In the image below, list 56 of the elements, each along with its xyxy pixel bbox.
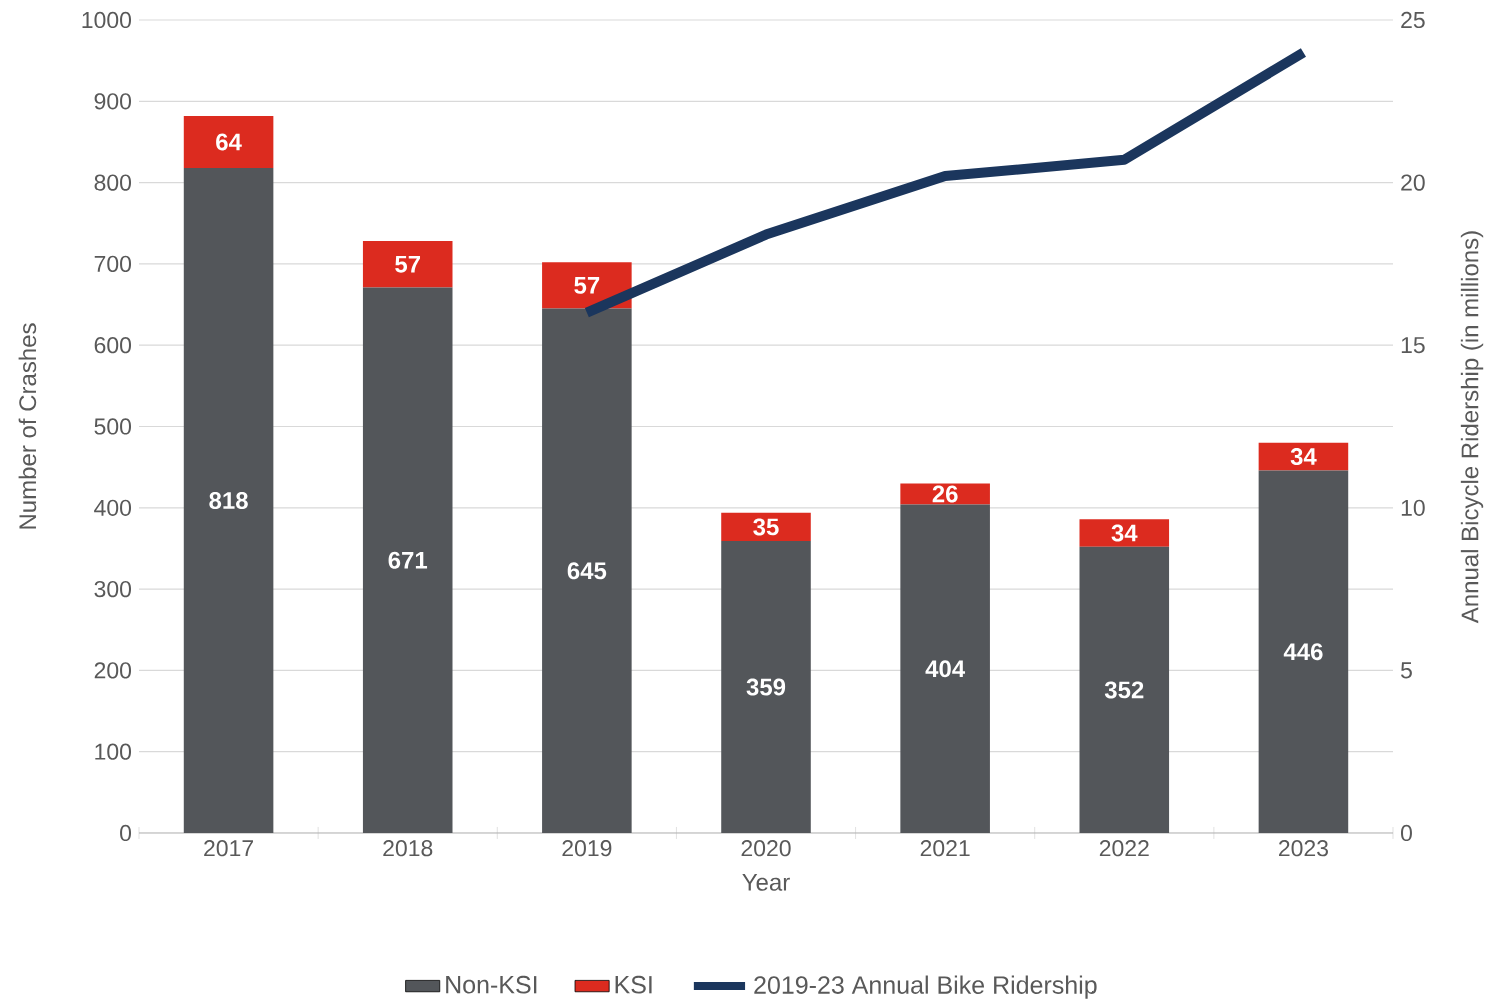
- data-label: 64: [216, 133, 242, 151]
- x-tick-label: 2017: [204, 840, 253, 857]
- x-tick-label: 2020: [741, 840, 791, 857]
- x-axis-title: Year: [742, 874, 790, 891]
- y2-tick-label: 15: [1401, 337, 1425, 354]
- data-label: 26: [932, 485, 958, 503]
- y-axis-title: Number of Crashes: [18, 323, 37, 529]
- data-label: 34: [1111, 524, 1138, 542]
- y-tick-label: 800: [94, 174, 132, 191]
- y-tick-label: 0: [120, 824, 132, 842]
- data-label: 34: [1290, 448, 1317, 466]
- y2-tick-label: 5: [1400, 662, 1412, 679]
- data-label: 57: [395, 255, 421, 273]
- y-tick-label: 600: [94, 337, 132, 354]
- bar: [362, 241, 453, 288]
- x-tick-label: 2019: [562, 840, 612, 857]
- data-label: 35: [753, 518, 779, 536]
- bar: [900, 483, 990, 505]
- x-tick-label: 2023: [1279, 840, 1328, 857]
- bar: [1079, 519, 1170, 547]
- bar: [721, 512, 811, 542]
- data-label: 818: [209, 491, 248, 509]
- data-label: 645: [567, 562, 607, 580]
- y-tick-label: 500: [94, 418, 132, 435]
- y2-tick-label: 0: [1400, 824, 1412, 842]
- data-label: 671: [388, 551, 428, 569]
- legend-label: 2019-23 Annual Bike Ridership: [754, 975, 1097, 999]
- x-tick-label: 2022: [1099, 840, 1149, 857]
- data-label: 57: [574, 277, 600, 294]
- y-tick-label: 1000: [82, 11, 132, 29]
- legend-label: Non-KSI: [446, 975, 537, 994]
- bar: [721, 541, 811, 833]
- bar: [1079, 546, 1170, 833]
- data-label: 359: [746, 678, 786, 696]
- y-tick-label: 200: [94, 662, 132, 679]
- bar: [183, 115, 274, 168]
- data-label: 404: [925, 660, 966, 678]
- data-label: 446: [1283, 643, 1323, 661]
- legend-label: KSI: [615, 975, 652, 994]
- bar: [900, 504, 990, 833]
- x-tick-label: 2018: [383, 840, 433, 857]
- data-label: 352: [1104, 681, 1144, 699]
- y-tick-label: 300: [94, 580, 132, 598]
- y-tick-label: 900: [94, 93, 132, 110]
- y-tick-label: 100: [95, 743, 132, 760]
- x-tick-label: 2021: [920, 840, 970, 857]
- y2-tick-label: 20: [1401, 174, 1425, 191]
- bar: [542, 308, 632, 833]
- y2-tick-label: 25: [1401, 11, 1425, 29]
- y-tick-label: 700: [94, 255, 132, 273]
- y-tick-label: 400: [94, 499, 132, 516]
- bar: [183, 167, 274, 833]
- y2-axis-title: Annual Bicycle Ridership (in millions): [1460, 231, 1484, 624]
- bar: [1258, 470, 1349, 833]
- y2-tick-label: 10: [1401, 499, 1425, 516]
- bar: [362, 287, 453, 833]
